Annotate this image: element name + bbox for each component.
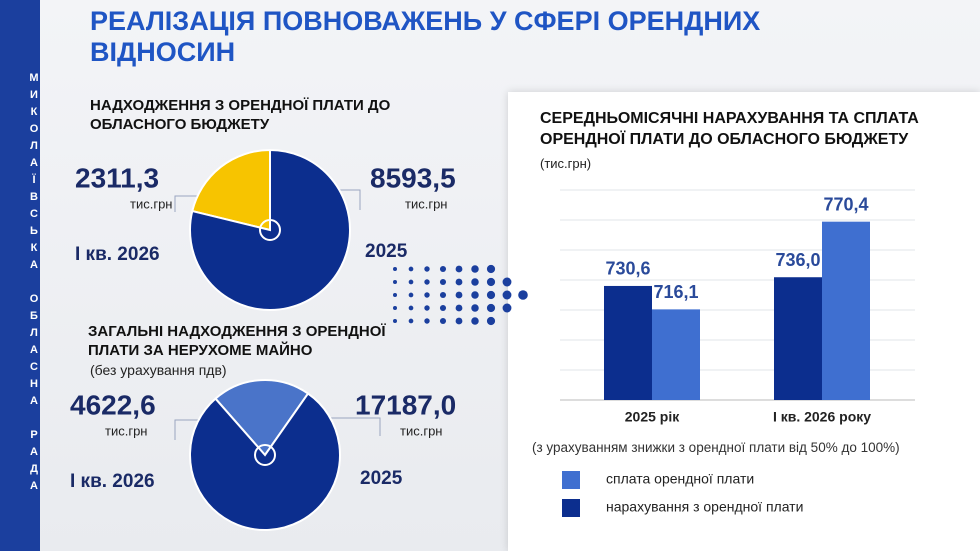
dot — [455, 304, 463, 312]
pie-title: НАДХОДЖЕННЯ З ОРЕНДНОЇ ПЛАТИ ДО ОБЛАСНОГ… — [90, 97, 391, 133]
sidebar-text: МИКОЛАЇВСЬКА ОБЛАСНА РАДА — [28, 72, 40, 497]
dot — [471, 317, 479, 325]
dot — [408, 292, 414, 298]
x-tick-label: I кв. 2026 року — [773, 409, 871, 425]
dot — [502, 303, 512, 313]
legend-swatch — [562, 499, 580, 517]
unit-label: тис.грн — [105, 423, 147, 438]
dot — [486, 303, 496, 313]
legend-label: сплата орендної плати — [606, 471, 754, 487]
unit-label: тис.грн — [400, 423, 442, 438]
page-title: РЕАЛІЗАЦІЯ ПОВНОВАЖЕНЬ У СФЕРІ ОРЕНДНИХ … — [90, 6, 761, 67]
dot — [408, 279, 414, 285]
value-label: 2311,3 — [75, 162, 159, 193]
dot — [393, 280, 397, 284]
dot — [424, 305, 430, 311]
pie-slice — [214, 379, 310, 457]
dot — [393, 293, 397, 297]
dot — [439, 304, 447, 312]
pie-icon — [254, 444, 276, 466]
dot — [455, 278, 463, 286]
category-label: I кв. 2026 — [75, 244, 160, 265]
dot — [393, 319, 397, 323]
bar — [822, 221, 870, 400]
x-tick-label: 2025 рік — [625, 409, 680, 425]
value-label: 736,0 — [775, 250, 820, 270]
value-label: 770,4 — [823, 194, 868, 214]
category-label: 2025 — [360, 468, 403, 489]
y-axis-label: (тис.грн) — [540, 156, 592, 171]
dot — [408, 305, 414, 311]
dot — [518, 290, 528, 300]
category-label: I кв. 2026 — [70, 471, 155, 492]
dot — [471, 278, 479, 286]
dot — [471, 291, 479, 299]
dot — [424, 279, 430, 285]
arrow-dots — [393, 264, 528, 326]
pie-subtitle: (без урахування пдв) — [90, 362, 227, 378]
unit-label: тис.грн — [130, 196, 172, 211]
dot — [439, 265, 447, 273]
dot — [455, 317, 463, 325]
dot — [471, 265, 479, 273]
dot — [471, 304, 479, 312]
value-label: 4622,6 — [70, 389, 156, 420]
legend-swatch — [562, 471, 580, 489]
value-label: 8593,5 — [370, 162, 456, 193]
sidebar — [0, 0, 40, 551]
dot — [424, 266, 430, 272]
dot — [439, 291, 447, 299]
pie-icon — [259, 219, 281, 241]
dot — [486, 316, 496, 326]
pie-title: ЗАГАЛЬНІ НАДХОДЖЕННЯ З ОРЕНДНОЇ ПЛАТИ ЗА… — [88, 323, 386, 359]
dot — [393, 306, 397, 310]
chart-panel — [508, 92, 980, 551]
value-label: 716,1 — [653, 282, 698, 302]
note: (з урахуванням знижки з орендної плати в… — [532, 440, 900, 455]
dot — [439, 317, 447, 325]
pie-slice — [189, 148, 351, 311]
bar — [652, 309, 700, 400]
dot — [393, 267, 397, 271]
dot — [424, 318, 430, 324]
dot — [502, 277, 512, 287]
dot — [455, 291, 463, 299]
dot — [439, 278, 447, 286]
dot — [455, 265, 463, 273]
bar — [604, 285, 652, 400]
legend-label: нарахування з орендної плати — [606, 499, 803, 515]
bar-title: СЕРЕДНЬОМІСЯЧНІ НАРАХУВАННЯ ТА СПЛАТА ОР… — [540, 110, 919, 148]
dot — [424, 292, 430, 298]
dot — [486, 290, 496, 300]
category-label: 2025 — [365, 241, 408, 262]
pie-slice — [189, 392, 341, 531]
dot — [408, 318, 414, 324]
dot — [502, 290, 512, 300]
value-label: 730,6 — [605, 259, 650, 279]
bar — [774, 277, 822, 400]
value-label: 17187,0 — [355, 389, 456, 420]
unit-label: тис.грн — [405, 196, 447, 211]
dot — [486, 277, 496, 287]
dot — [408, 266, 414, 272]
pie-slice — [191, 148, 271, 232]
dot — [486, 264, 496, 274]
